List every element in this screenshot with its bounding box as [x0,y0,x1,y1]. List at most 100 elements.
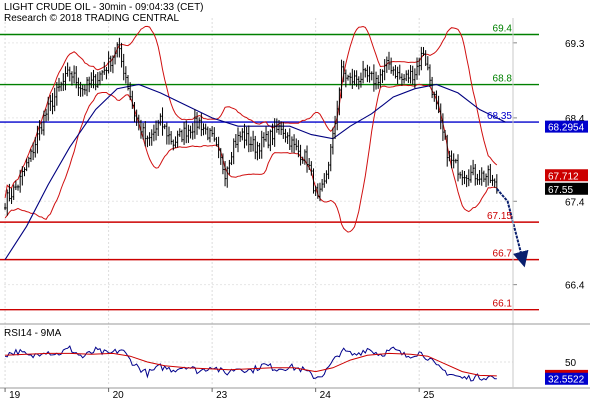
ohlc-bar [472,159,475,176]
ohlc-bar [146,135,149,148]
ohlc-bar [334,115,337,139]
ohlc-bar [368,66,371,83]
chart-title: LIGHT CRUDE OIL - 30min - 09:04:33 (CET) [4,2,204,13]
ohlc-bar [418,57,421,76]
ohlc-bar [454,158,457,164]
ohlc-bar [118,37,121,58]
ohlc-bar [23,167,26,177]
ohlc-bar [114,47,117,65]
ohlc-bar [187,124,190,143]
ohlc-bar [295,138,298,151]
ohlc-bar [411,65,414,85]
ohlc-bar [10,188,13,205]
ohlc-bar [243,123,246,149]
ohlc-bar [480,167,483,186]
ohlc-bar [55,81,58,106]
ohlc-bar [286,132,289,145]
ohlc-bar [370,71,373,81]
ohlc-bar [38,120,41,141]
moving-average-line [4,83,506,260]
ohlc-bar [293,134,296,154]
ohlc-bar [206,126,209,141]
price-tick-label: 67.4 [565,197,585,208]
ohlc-bar [32,142,35,161]
rsi-tag: 32.5522 [545,372,588,386]
ohlc-bar [327,161,330,180]
ohlc-bar [239,131,242,142]
ohlc-bar [107,51,110,74]
ohlc-bar [77,77,80,96]
rsi-tick-label: 50 [565,358,577,369]
ohlc-bar [299,144,302,166]
ohlc-bar [265,126,268,142]
ohlc-bar [331,127,334,155]
ohlc-bar [42,110,45,136]
ohlc-bar [284,128,287,143]
ohlc-bar [66,62,69,77]
ohlc-bar [40,121,43,135]
ohlc-bar [68,66,71,82]
rsi-tag-box [545,372,588,385]
ohlc-bar [385,56,388,73]
ohlc-bar [441,113,444,141]
ohlc-bar [103,61,106,75]
rsi-tag-label: 32.5522 [548,375,585,386]
ohlc-bar [355,70,358,87]
price-tick-label: 66.4 [565,281,585,292]
price-tags: 68.2954 67.712 67.55 [545,120,588,196]
time-tick-label: 20 [113,390,125,400]
ohlc-bar [353,70,356,86]
rsi-ma-line [5,352,497,377]
ohlc-bar [428,64,431,87]
ohlc-bar [474,163,477,186]
level-label: 68.8 [493,74,513,85]
ohlc-bar [200,113,203,137]
ohlc-bar [290,136,293,153]
ohlc-bar [316,183,319,199]
ohlc-bar [129,82,132,101]
time-axis: 19 20 23 24 25 [0,387,590,400]
ohlc-bar [215,137,218,147]
ohlc-bar [273,118,276,147]
ohlc-bar [362,60,365,84]
ohlc-bar [245,126,248,146]
ohlc-bar [383,59,386,81]
ohlc-bar [189,125,192,139]
ohlc-bar [198,117,201,130]
ohlc-bar [49,94,52,112]
ohlc-bar [482,170,485,183]
ohlc-bar [86,77,89,97]
ohlc-bar [131,90,134,109]
bollinger-upper-line [4,25,498,198]
ohlc-bar [407,69,410,83]
rsi-line [4,345,497,382]
ohlc-bar [372,64,375,92]
price-grid [4,18,513,386]
ohlc-bar [349,72,352,86]
ohlc-bar [211,126,214,137]
ohlc-bar [241,128,244,141]
ohlc-bar [396,66,399,85]
ohlc-bar [64,66,67,91]
ohlc-bar [180,129,183,143]
ohlc-bar [155,120,158,141]
ohlc-bar [53,87,56,112]
ohlc-bar [29,148,32,162]
ohlc-bar [185,120,188,144]
chart-subtitle: Research © 2018 TRADING CENTRAL [4,13,180,24]
ohlc-bar [92,69,95,89]
ohlc-bar [109,55,112,72]
ohlc-bar [36,125,39,154]
ohlc-bar [390,57,393,74]
ohlc-bar [267,131,270,149]
ohlc-bar [446,134,449,167]
ohlc-bar [168,126,170,145]
ohlc-bar [269,129,272,152]
price-tick-label: 68.4 [565,114,585,125]
rsi-panel: RSI14 - 9MA5035.537532.5522 [4,328,588,386]
ohlc-bar [228,159,231,175]
ohlc-bar [178,128,181,137]
ohlc-bar [424,50,427,66]
price-tag-label: 67.55 [548,185,573,196]
ohlc-bar [230,151,233,166]
